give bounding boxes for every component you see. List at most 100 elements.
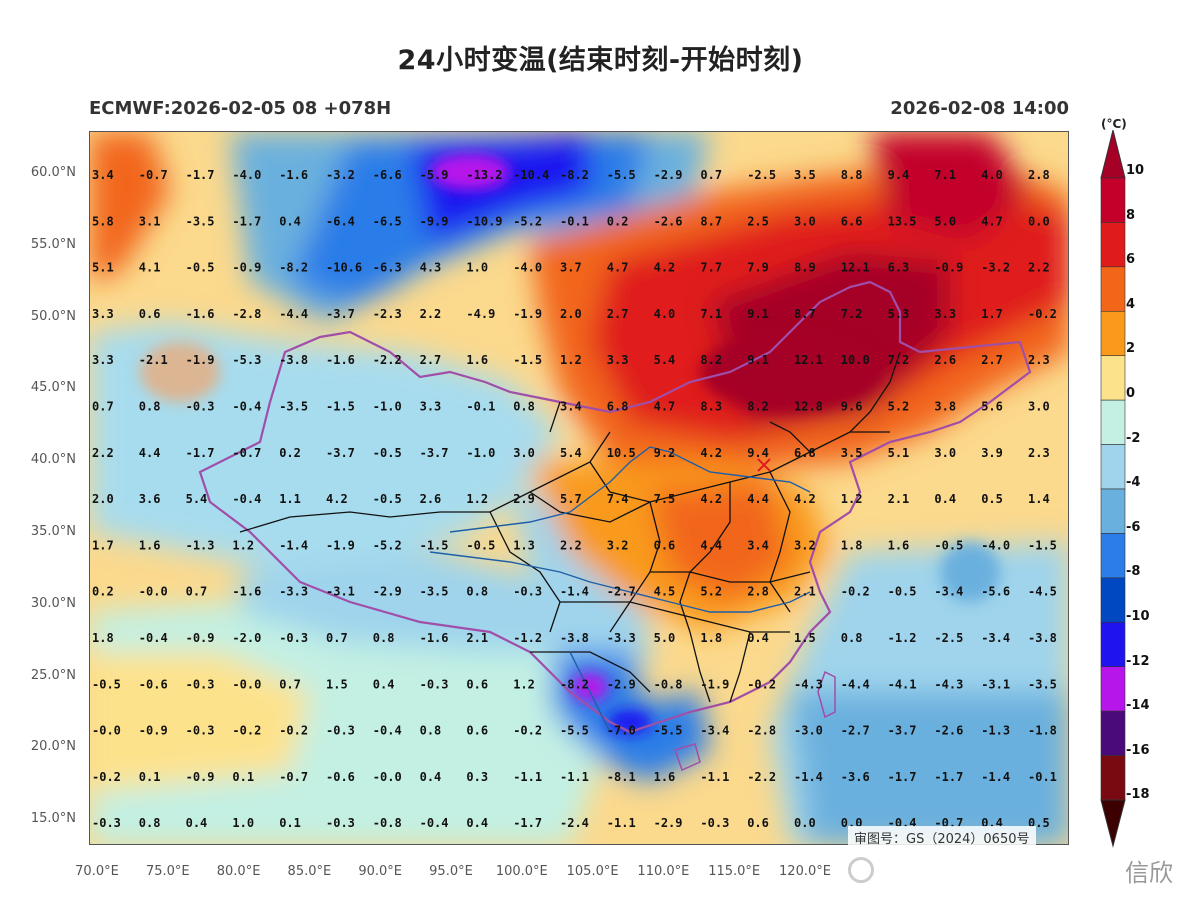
grid-value: 5.8 — [92, 214, 114, 228]
grid-value: -3.5 — [186, 214, 215, 228]
grid-value: 4.2 — [700, 446, 722, 460]
grid-value: 0.7 — [92, 400, 114, 414]
grid-value: 0.4 — [466, 816, 488, 830]
grid-value: -3.4 — [981, 631, 1010, 645]
latitude-label: 50.0°N — [30, 308, 76, 324]
grid-value: -5.5 — [607, 168, 636, 182]
grid-value: 2.2 — [560, 538, 582, 552]
colorbar-swatch — [1100, 444, 1126, 490]
grid-value: -0.2 — [513, 724, 542, 738]
grid-value: -5.9 — [420, 168, 449, 182]
grid-value: -2.6 — [654, 214, 683, 228]
grid-value: 7.1 — [700, 307, 722, 321]
grid-value: 0.1 — [232, 770, 254, 784]
grid-value: -4.9 — [466, 307, 495, 321]
grid-value: 2.9 — [513, 492, 535, 506]
grid-value: 4.2 — [326, 492, 348, 506]
grid-value: -2.9 — [654, 816, 683, 830]
grid-value: -1.4 — [794, 770, 823, 784]
grid-value: -0.4 — [373, 724, 402, 738]
grid-value: -0.3 — [279, 631, 308, 645]
longitude-label: 80.0°E — [216, 864, 261, 879]
grid-value: 5.1 — [888, 446, 910, 460]
grid-value: -3.5 — [279, 400, 308, 414]
grid-value: -1.1 — [513, 770, 542, 784]
watermark-text: 信欣 — [1125, 859, 1173, 887]
model-run-label: ECMWF:2026-02-05 08 +078H — [89, 98, 392, 119]
grid-value: -1.7 — [934, 770, 963, 784]
grid-value: 0.4 — [934, 492, 956, 506]
grid-value: 4.2 — [654, 261, 676, 275]
grid-value: -3.7 — [326, 446, 355, 460]
grid-value: -8.2 — [560, 168, 589, 182]
grid-value: 1.2 — [466, 492, 488, 506]
grid-value: -0.3 — [186, 400, 215, 414]
grid-value: -0.3 — [326, 724, 355, 738]
grid-value: -4.3 — [794, 677, 823, 691]
grid-value: 0.6 — [139, 307, 161, 321]
grid-value: -0.3 — [326, 816, 355, 830]
colorbar-label: -12 — [1126, 653, 1150, 669]
field-detail — [140, 154, 1000, 734]
grid-value: -1.7 — [513, 816, 542, 830]
province-borders — [239, 351, 901, 703]
longitude-label: 70.0°E — [75, 864, 119, 879]
grid-value: -2.5 — [934, 631, 963, 645]
grid-value: 0.1 — [139, 770, 161, 784]
grid-value: -2.8 — [747, 724, 776, 738]
grid-value: -0.2 — [841, 585, 870, 599]
grid-value: 4.2 — [794, 492, 816, 506]
grid-value: -0.2 — [232, 724, 261, 738]
grid-value: 4.4 — [700, 538, 722, 552]
grid-value: -2.9 — [654, 168, 683, 182]
grid-value: -2.3 — [373, 307, 402, 321]
latitude-label: 15.0°N — [30, 811, 76, 827]
colorbar-label: -14 — [1126, 698, 1150, 714]
grid-value: -5.5 — [560, 724, 589, 738]
latitude-label: 40.0°N — [30, 452, 76, 468]
grid-value: 3.0 — [1028, 400, 1050, 414]
grid-value: -0.3 — [700, 816, 729, 830]
latitude-label: 55.0°N — [30, 236, 76, 252]
grid-value: 3.8 — [934, 400, 956, 414]
grid-value: -0.8 — [373, 816, 402, 830]
colorbar-swatch — [1100, 266, 1126, 312]
grid-value: 2.0 — [92, 492, 114, 506]
colorbar-label: 10 — [1126, 163, 1145, 178]
grid-value: -8.2 — [279, 261, 308, 275]
longitude-label: 115.0°E — [708, 864, 761, 879]
grid-value: -1.7 — [186, 446, 215, 460]
grid-value: 0.1 — [279, 816, 301, 830]
grid-value: -2.9 — [607, 677, 636, 691]
colorbar-label: -8 — [1126, 564, 1141, 580]
grid-value: 1.2 — [513, 677, 535, 691]
valid-time-label: 2026-02-08 14:00 — [890, 98, 1069, 119]
grid-value: 6.6 — [841, 214, 863, 228]
grid-value: 7.7 — [700, 261, 722, 275]
grid-value: -2.6 — [934, 724, 963, 738]
grid-value: 1.0 — [232, 816, 254, 830]
colorbar-label: -18 — [1126, 787, 1150, 803]
grid-value: 2.7 — [420, 353, 442, 367]
grid-value: -1.1 — [607, 816, 636, 830]
grid-value: -0.5 — [934, 538, 963, 552]
grid-value: 0.2 — [279, 446, 301, 460]
grid-value: -0.3 — [186, 677, 215, 691]
beijing-marker — [757, 458, 771, 472]
hainan-outline — [674, 743, 701, 772]
grid-value: -1.2 — [888, 631, 917, 645]
grid-value: 8.3 — [700, 400, 722, 414]
grid-value: 5.1 — [92, 261, 114, 275]
grid-value: 1.8 — [700, 631, 722, 645]
grid-value: -2.5 — [747, 168, 776, 182]
grid-value: 8.9 — [794, 261, 816, 275]
grid-value: -3.3 — [279, 585, 308, 599]
grid-value: 2.8 — [747, 585, 769, 599]
grid-value: -2.0 — [232, 631, 261, 645]
colorbar-swatch — [1100, 666, 1126, 712]
grid-value: 2.0 — [560, 307, 582, 321]
grid-value: 1.1 — [279, 492, 301, 506]
longitude-label: 75.0°E — [145, 864, 190, 879]
latitude-label: 30.0°N — [30, 595, 76, 611]
grid-value: 2.1 — [794, 585, 816, 599]
